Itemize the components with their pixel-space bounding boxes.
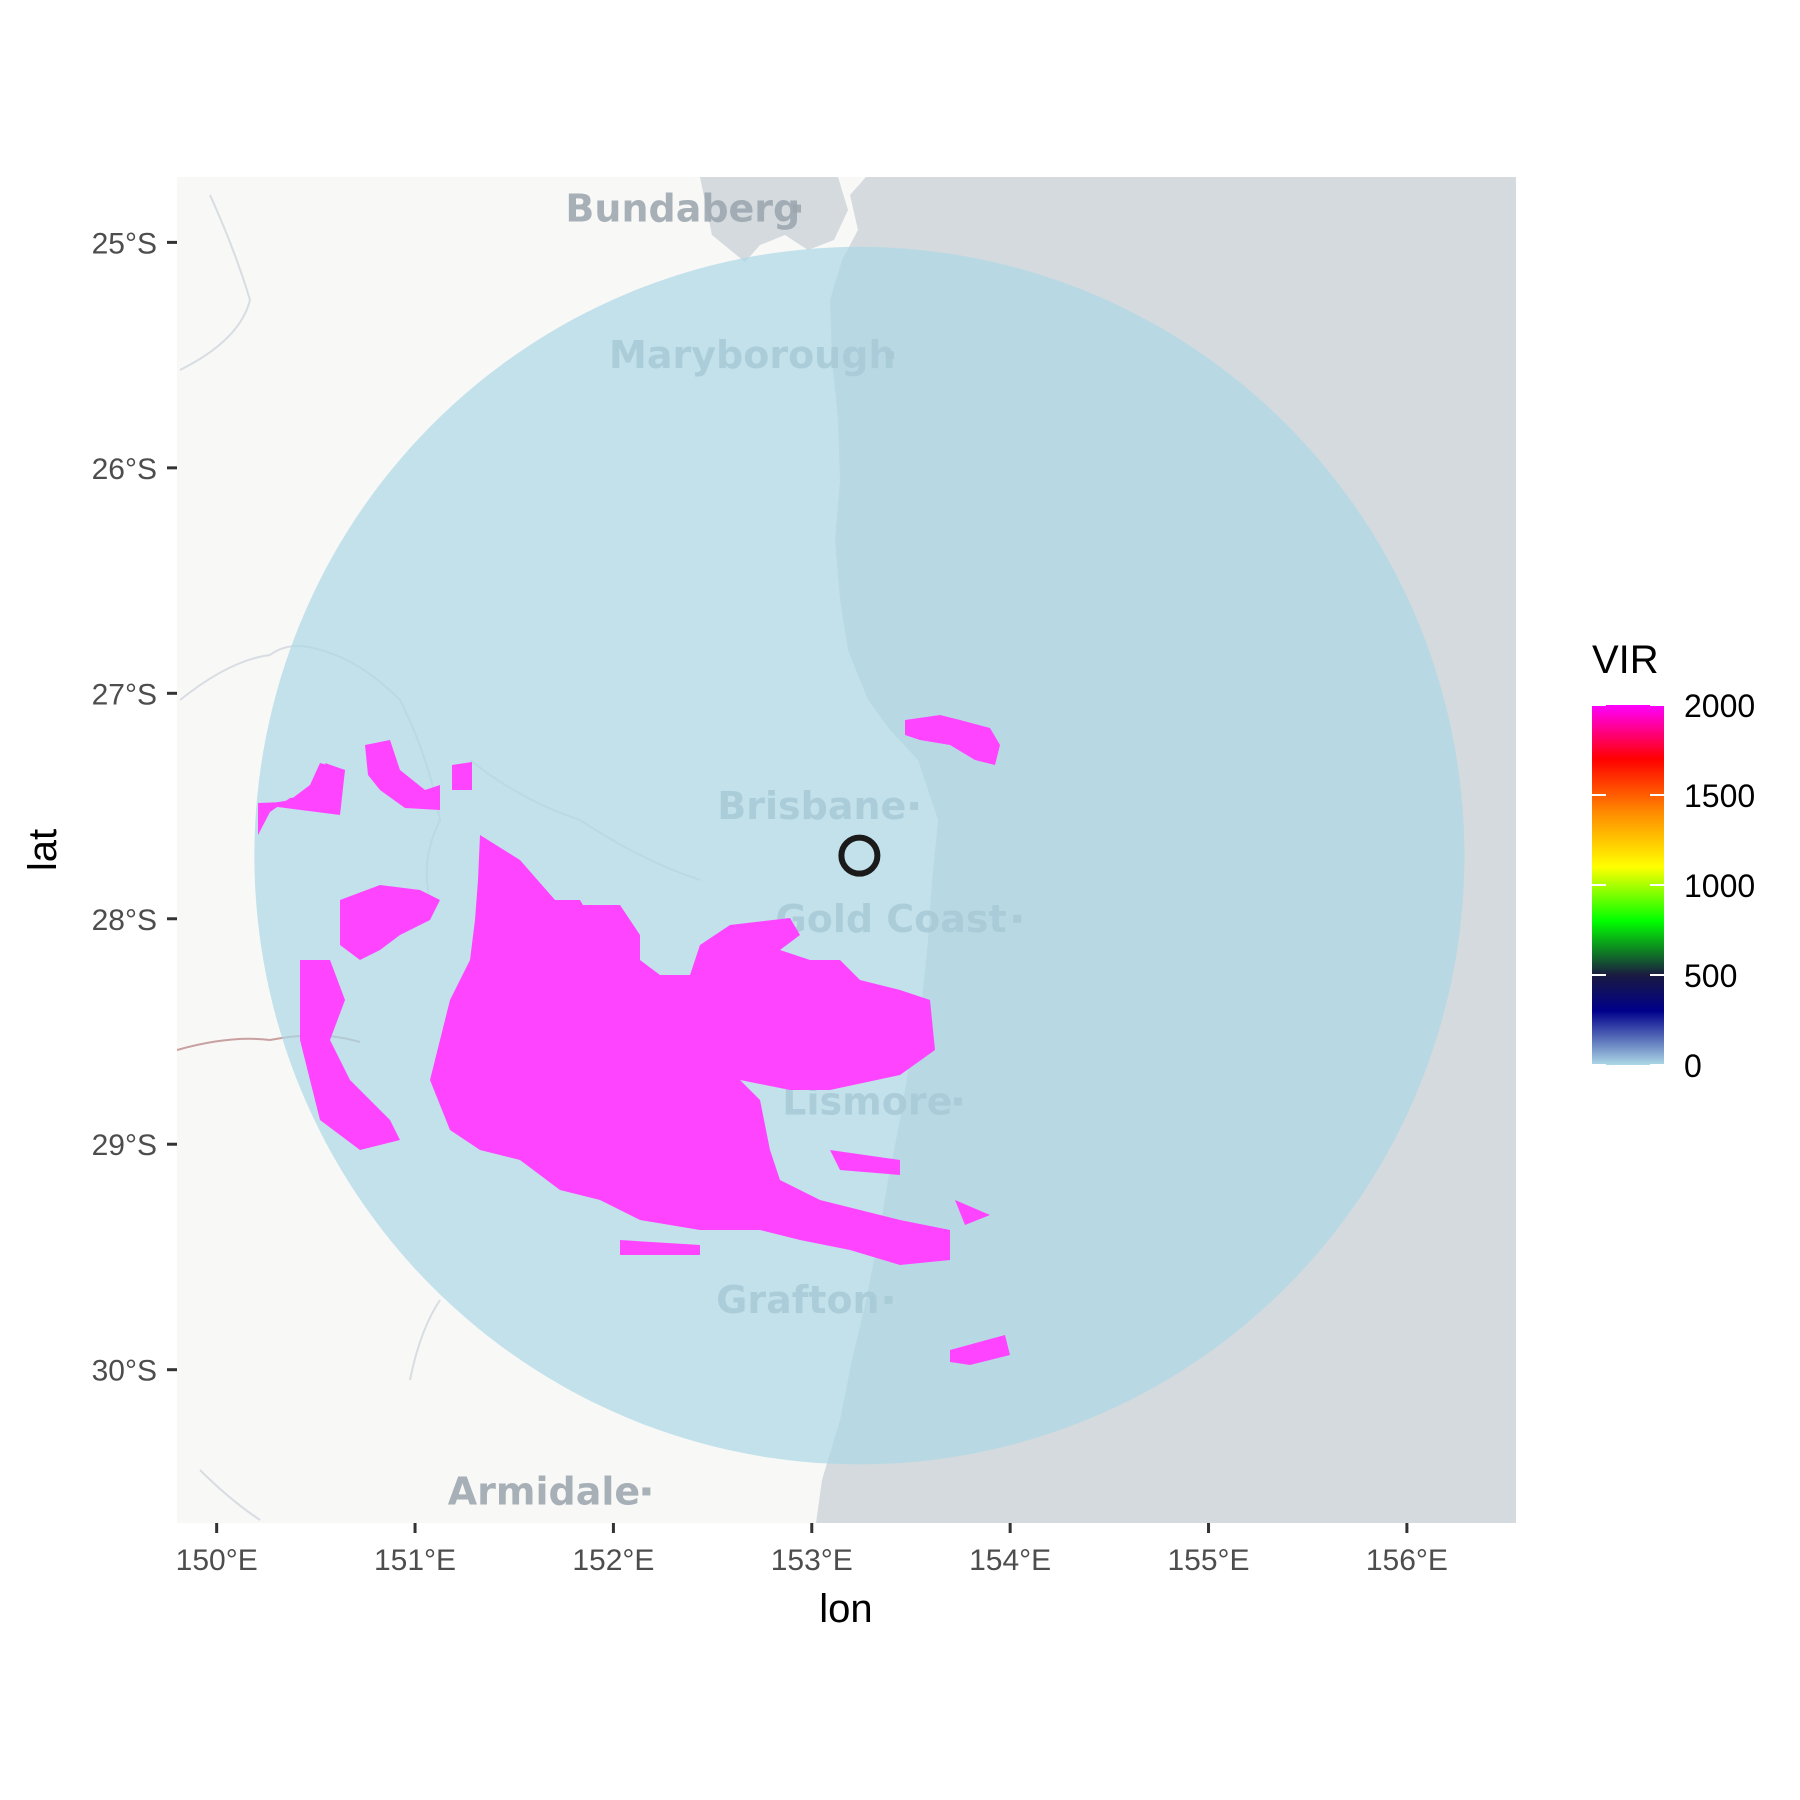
radar-site-marker: [838, 834, 881, 877]
city-label: Bundaberg: [565, 187, 800, 231]
legend-label: 1500: [1684, 778, 1755, 814]
x-axis: 150°E 151°E 152°E 153°E 154°E 155°E 156°E: [176, 1523, 1448, 1577]
legend-label: 1000: [1684, 868, 1755, 904]
x-tick-label: 155°E: [1167, 1544, 1249, 1577]
legend-title: VIR: [1592, 638, 1659, 682]
legend-label: 0: [1684, 1048, 1702, 1084]
legend-ticks: 2000 1500 1000 500 0: [1592, 688, 1755, 1084]
y-axis-title: lat: [21, 829, 65, 871]
x-tick-label: 153°E: [771, 1544, 853, 1577]
city-marker: [793, 204, 802, 213]
legend-label: 500: [1684, 958, 1737, 994]
x-tick-label: 151°E: [374, 1544, 456, 1577]
x-tick-label: 152°E: [572, 1544, 654, 1577]
legend: VIR 2000 1500 1000 500 0: [1592, 638, 1755, 1084]
map-panel: BundabergMaryboroughBrisbaneGold CoastLi…: [177, 177, 1516, 1523]
y-tick-label: 28°S: [92, 904, 157, 937]
radar-coverage: [254, 246, 1465, 1465]
y-tick-label: 27°S: [92, 678, 157, 711]
city-label: Armidale: [448, 1469, 640, 1513]
precip-cells: [258, 715, 1010, 1365]
y-axis: 25°S 26°S 27°S 28°S 29°S 30°S: [92, 227, 177, 1388]
legend-label: 2000: [1684, 688, 1755, 724]
x-tick-label: 154°E: [969, 1544, 1051, 1577]
y-tick-label: 30°S: [92, 1355, 157, 1388]
x-tick-label: 156°E: [1366, 1544, 1448, 1577]
city-marker: [642, 1487, 651, 1496]
x-tick-label: 150°E: [176, 1544, 258, 1577]
y-tick-label: 29°S: [92, 1129, 157, 1162]
y-tick-label: 25°S: [92, 227, 157, 260]
x-axis-title: lon: [819, 1587, 872, 1631]
y-tick-label: 26°S: [92, 453, 157, 486]
